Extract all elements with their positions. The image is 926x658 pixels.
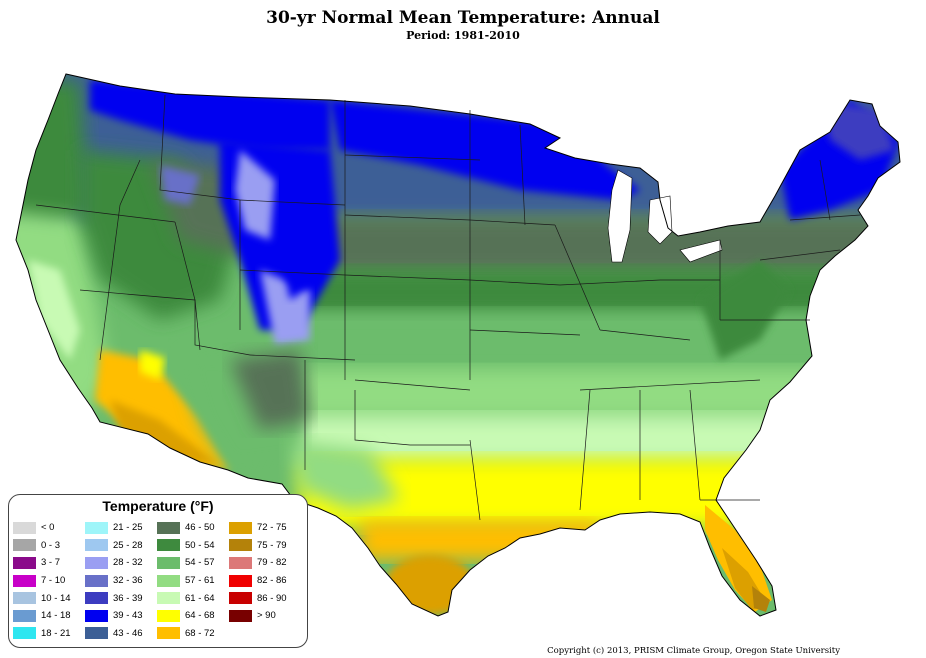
legend-item: 75 - 79 (229, 537, 297, 555)
map-title: 30-yr Normal Mean Temperature: Annual (266, 8, 660, 28)
legend-swatch (157, 574, 180, 587)
legend-swatch (85, 521, 108, 534)
legend-item: 18 - 21 (13, 625, 81, 643)
legend-item: < 0 (13, 519, 81, 537)
legend-label: 72 - 75 (257, 522, 287, 534)
legend-item: 14 - 18 (13, 607, 81, 625)
map-subtitle: Period: 1981-2010 (406, 29, 520, 42)
legend-item: 54 - 57 (157, 554, 225, 572)
legend-item: 72 - 75 (229, 519, 297, 537)
legend-label: 14 - 18 (41, 610, 71, 622)
legend-swatch (229, 539, 252, 552)
legend-label: 3 - 7 (41, 557, 61, 569)
legend-item: 10 - 14 (13, 589, 81, 607)
legend-swatch (13, 574, 36, 587)
legend-swatch (85, 592, 108, 605)
legend-swatch (157, 627, 180, 640)
legend-item: 3 - 7 (13, 554, 81, 572)
legend-swatch (13, 521, 36, 534)
legend-label: 28 - 32 (113, 557, 143, 569)
legend-item: 43 - 46 (85, 625, 153, 643)
legend-label: 82 - 86 (257, 575, 287, 587)
legend-item: > 90 (229, 607, 297, 625)
legend-label: 57 - 61 (185, 575, 215, 587)
legend-label: 18 - 21 (41, 627, 71, 639)
legend-swatch (157, 539, 180, 552)
legend-swatch (13, 609, 36, 622)
legend-item: 25 - 28 (85, 537, 153, 555)
legend-label: 75 - 79 (257, 539, 287, 551)
legend-label: 21 - 25 (113, 522, 143, 534)
legend-swatch (229, 609, 252, 622)
state-boundaries (35, 94, 861, 521)
legend-label: 32 - 36 (113, 575, 143, 587)
legend-item: 68 - 72 (157, 625, 225, 643)
legend-label: 64 - 68 (185, 610, 215, 622)
legend-swatch (85, 627, 108, 640)
legend-swatch (13, 539, 36, 552)
legend-item: 64 - 68 (157, 607, 225, 625)
legend-grid: < 0 0 - 3 3 - 7 7 - 10 10 - 14 14 - 18 18 - 21… (13, 519, 297, 642)
legend-label: 68 - 72 (185, 627, 215, 639)
legend-swatch (85, 574, 108, 587)
legend-label: 36 - 39 (113, 592, 143, 604)
legend-label: 46 - 50 (185, 522, 215, 534)
legend-item: 0 - 3 (13, 537, 81, 555)
legend-swatch (85, 556, 108, 569)
legend-swatch (157, 592, 180, 605)
legend-label: 54 - 57 (185, 557, 215, 569)
legend-label: 61 - 64 (185, 592, 215, 604)
legend-item: 21 - 25 (85, 519, 153, 537)
legend-label: 25 - 28 (113, 539, 143, 551)
legend-item: 61 - 64 (157, 589, 225, 607)
legend-label: < 0 (41, 522, 55, 534)
legend-item: 50 - 54 (157, 537, 225, 555)
legend-swatch (13, 556, 36, 569)
legend-swatch (157, 521, 180, 534)
legend-swatch (13, 592, 36, 605)
legend-item: 32 - 36 (85, 572, 153, 590)
legend-label: 79 - 82 (257, 557, 287, 569)
legend-label: 7 - 10 (41, 575, 66, 587)
legend-label: 39 - 43 (113, 610, 143, 622)
legend-label: 10 - 14 (41, 592, 71, 604)
legend-label: 0 - 3 (41, 539, 61, 551)
legend-label: 43 - 46 (113, 627, 143, 639)
legend-swatch (13, 627, 36, 640)
legend-swatch (229, 574, 252, 587)
legend-item: 7 - 10 (13, 572, 81, 590)
legend-swatch (229, 592, 252, 605)
legend-item: 36 - 39 (85, 589, 153, 607)
legend-swatch (229, 521, 252, 534)
legend-item: 82 - 86 (229, 572, 297, 590)
legend-item: 39 - 43 (85, 607, 153, 625)
legend-title: Temperature (°F) (102, 498, 214, 514)
legend-swatch (85, 539, 108, 552)
legend-label: 86 - 90 (257, 592, 287, 604)
legend-label: > 90 (257, 610, 276, 622)
legend-item: 46 - 50 (157, 519, 225, 537)
legend-item: 79 - 82 (229, 554, 297, 572)
legend-item: 57 - 61 (157, 572, 225, 590)
copyright-credit: Copyright (c) 2013, PRISM Climate Group,… (547, 646, 840, 656)
legend-item: 28 - 32 (85, 554, 153, 572)
legend-swatch (85, 609, 108, 622)
legend-swatch (229, 556, 252, 569)
legend-swatch (157, 556, 180, 569)
legend-swatch (157, 609, 180, 622)
legend-item: 86 - 90 (229, 589, 297, 607)
legend-label: 50 - 54 (185, 539, 215, 551)
temperature-legend: Temperature (°F) < 0 0 - 3 3 - 7 7 - 10 10 -… (8, 494, 308, 648)
